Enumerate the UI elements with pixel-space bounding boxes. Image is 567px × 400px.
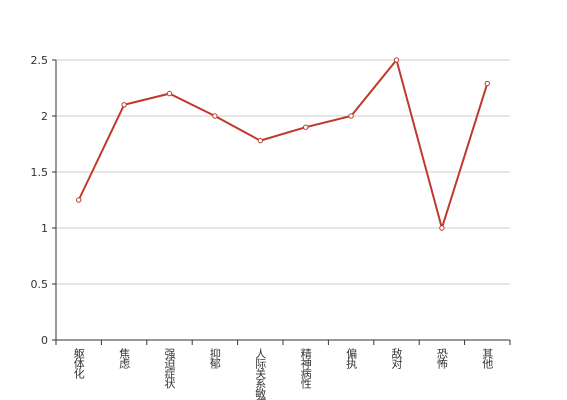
x-tick-label: 焦虑 bbox=[118, 348, 131, 369]
y-tick-label: 1.5 bbox=[31, 166, 49, 179]
y-tick-label: 1 bbox=[41, 222, 48, 235]
point bbox=[303, 124, 309, 130]
y-tick-label: 2 bbox=[41, 110, 48, 123]
y-tick-label: 2.5 bbox=[31, 54, 49, 67]
point bbox=[121, 102, 127, 108]
point bbox=[166, 90, 173, 97]
point bbox=[348, 113, 354, 119]
x-tick-label: 强迫症状 bbox=[163, 348, 176, 389]
y-tick-label: 0.5 bbox=[31, 278, 49, 291]
point bbox=[76, 197, 82, 203]
y-tick-label: 0 bbox=[41, 334, 48, 347]
x-tick-label: 恐怖 bbox=[435, 348, 448, 369]
point bbox=[439, 225, 445, 231]
x-tick-label: 偏执 bbox=[345, 347, 358, 370]
x-tick-label: 人际关系敏感 bbox=[254, 348, 267, 400]
point bbox=[212, 113, 218, 119]
x-tick-label: 敌对 bbox=[390, 347, 403, 369]
x-tick-label: 精神病性 bbox=[299, 348, 312, 390]
x-tick-label: 抑郁 bbox=[208, 347, 221, 369]
line bbox=[77, 57, 489, 232]
point bbox=[257, 137, 263, 144]
x-tick-label: 躯体化 bbox=[72, 348, 85, 380]
x-tick-label: 其他 bbox=[481, 348, 494, 369]
point bbox=[484, 80, 490, 87]
point bbox=[393, 57, 400, 63]
